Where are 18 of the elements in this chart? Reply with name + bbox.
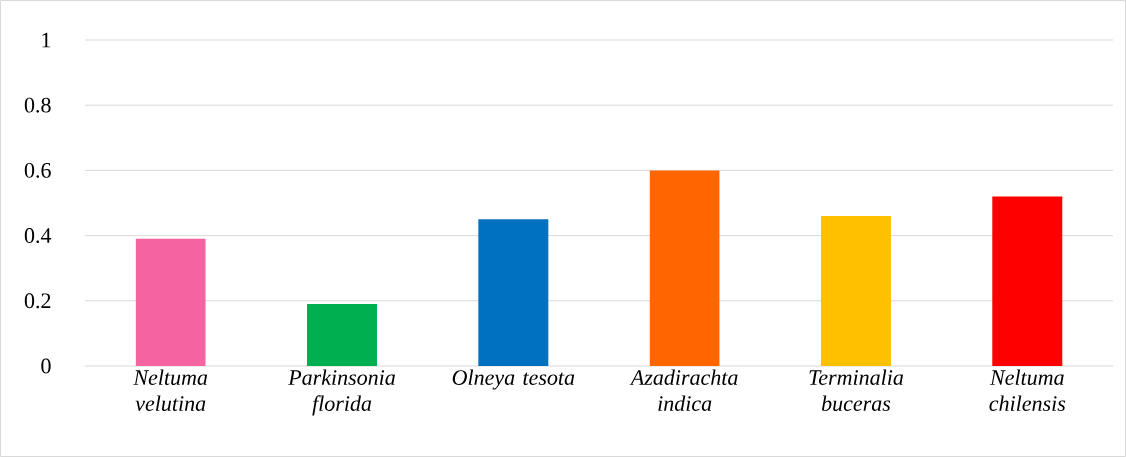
x-tick-label: Neltuma velutina [133, 369, 208, 412]
y-tick-label: 0.2 [24, 293, 51, 309]
bar [307, 304, 377, 366]
bar [135, 238, 206, 366]
bar [820, 216, 891, 366]
y-tick-label: 1 [42, 32, 51, 48]
y-tick-label: 0.8 [24, 97, 51, 113]
x-tick-label: Neltuma chilensis [989, 369, 1066, 411]
bar [649, 170, 720, 366]
x-tick-label: Azadirachta indica [629, 369, 738, 411]
y-tick-label: 0.4 [24, 228, 52, 244]
x-tick-label: Olneya tesota [452, 369, 575, 390]
x-tick-label: Parkinsonia florida [288, 369, 395, 416]
x-tick-label: Terminalia buceras [809, 369, 904, 412]
bar [992, 196, 1063, 366]
y-tick-label: 0 [41, 358, 51, 374]
bar [478, 219, 549, 366]
y-tick-label: 0.6 [24, 162, 51, 178]
